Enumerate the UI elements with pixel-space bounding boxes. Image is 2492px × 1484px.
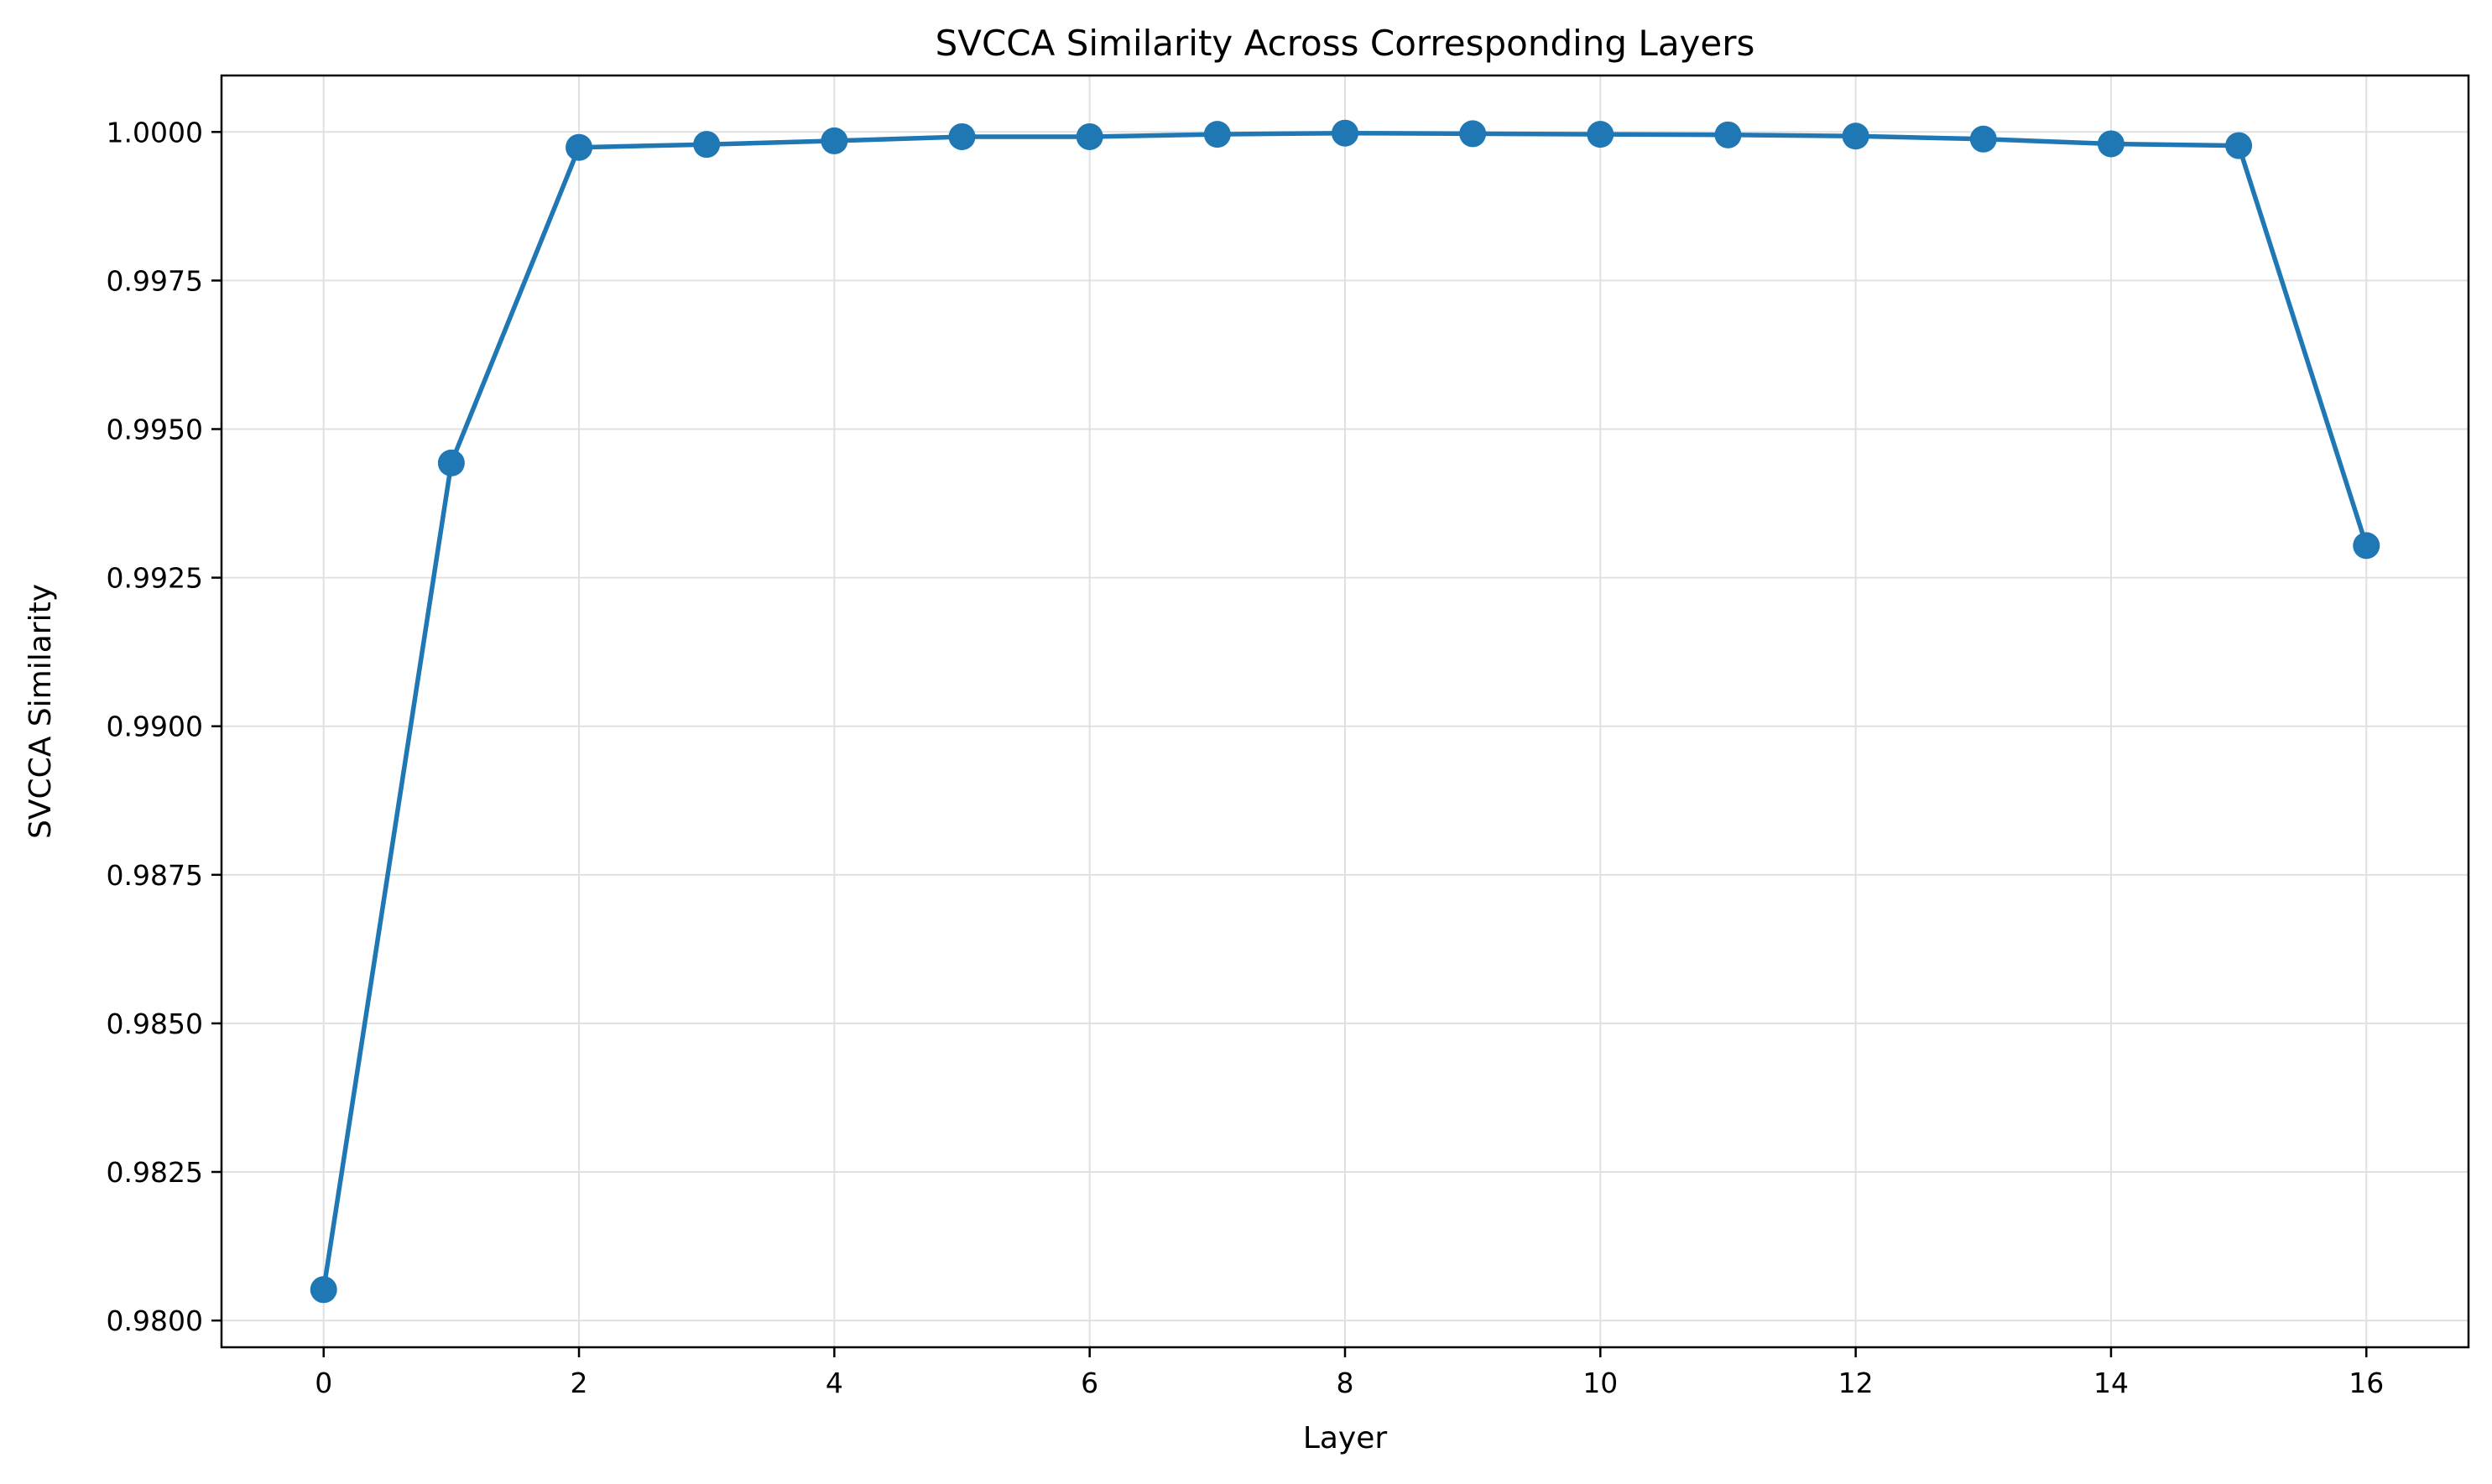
y-axis-ticks: 0.9800 0.9825 0.9850 0.9875 0.9900 0.9925 0.99… (107, 116, 222, 1337)
x-tick-label: 2 (571, 1367, 588, 1399)
y-tick-label: 0.9900 (107, 711, 203, 743)
data-point (821, 127, 848, 154)
x-tick-label: 4 (826, 1367, 843, 1399)
data-point (2353, 532, 2380, 560)
data-point (566, 133, 593, 161)
data-point (693, 131, 721, 159)
data-point (1842, 122, 1869, 150)
x-tick-label: 12 (1838, 1367, 1874, 1399)
data-point (1969, 125, 1997, 153)
data-point (1587, 121, 1614, 148)
x-tick-label: 10 (1582, 1367, 1618, 1399)
data-point (1203, 121, 1231, 148)
x-tick-label: 8 (1337, 1367, 1354, 1399)
y-axis-label: SVCCA Similarity (23, 584, 58, 839)
y-tick-label: 0.9875 (107, 859, 203, 892)
x-axis-ticks: 0 2 4 6 8 10 12 14 16 (315, 1347, 2384, 1399)
data-point (1459, 120, 1487, 148)
chart-title: SVCCA Similarity Across Corresponding La… (936, 23, 1755, 64)
y-tick-label: 1.0000 (107, 116, 203, 148)
data-point (310, 1276, 337, 1304)
data-point (948, 122, 976, 150)
x-tick-label: 6 (1081, 1367, 1098, 1399)
x-tick-label: 14 (2093, 1367, 2129, 1399)
y-tick-label: 0.9825 (107, 1156, 203, 1189)
y-tick-label: 0.9800 (107, 1304, 203, 1337)
data-point (1332, 119, 1358, 147)
y-tick-label: 0.9975 (107, 264, 203, 297)
data-point (1076, 122, 1103, 150)
y-tick-label: 0.9925 (107, 562, 203, 595)
x-tick-label: 16 (2349, 1367, 2384, 1399)
y-tick-label: 0.9850 (107, 1008, 203, 1040)
x-tick-label: 0 (315, 1367, 332, 1399)
data-point (2097, 130, 2124, 158)
x-axis-label: Layer (1303, 1421, 1388, 1455)
y-tick-label: 0.9950 (107, 414, 203, 446)
data-point (2225, 132, 2253, 159)
data-markers (310, 119, 2380, 1304)
data-point (1714, 121, 1742, 148)
data-point (437, 449, 465, 476)
